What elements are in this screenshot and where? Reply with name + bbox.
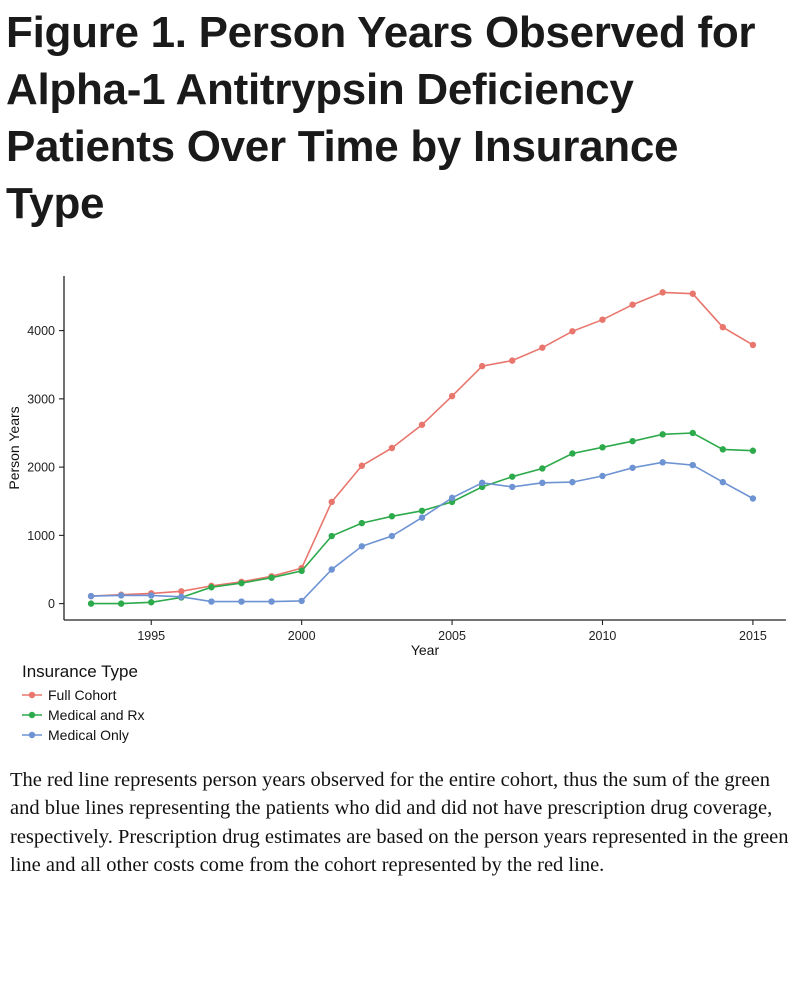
y-tick-label: 4000 bbox=[27, 324, 55, 338]
x-axis-title: Year bbox=[411, 642, 440, 658]
data-point-medical-only bbox=[358, 543, 366, 550]
legend-title: Insurance Type bbox=[22, 662, 138, 681]
series-line-full-cohort bbox=[91, 291, 754, 597]
data-point-medical-and-rx bbox=[418, 507, 426, 514]
x-tick-label: 2000 bbox=[288, 629, 316, 643]
line-chart: 0 1000 2000 3000 4000 1995 2000 2005 2010 2015 Pe… bbox=[6, 276, 786, 658]
legend-label-full-cohort: Full Cohort bbox=[48, 687, 117, 703]
data-point-medical-only bbox=[599, 472, 606, 480]
data-point-full-cohort bbox=[448, 392, 456, 400]
series-medical-only bbox=[87, 459, 757, 605]
data-point-full-cohort bbox=[358, 462, 366, 469]
data-point-medical-and-rx bbox=[87, 600, 95, 607]
y-tick-label: 1000 bbox=[27, 529, 55, 543]
data-point-medical-only bbox=[87, 592, 95, 600]
data-point-full-cohort bbox=[599, 316, 606, 323]
data-point-full-cohort bbox=[509, 357, 516, 364]
data-point-medical-only bbox=[448, 494, 456, 502]
data-point-medical-and-rx bbox=[148, 599, 155, 606]
legend-item-full-cohort: Full Cohort bbox=[22, 685, 145, 705]
data-point-full-cohort bbox=[569, 328, 576, 335]
data-point-full-cohort bbox=[689, 290, 696, 297]
data-point-full-cohort bbox=[539, 344, 546, 351]
legend-key-medical-and-rx bbox=[22, 711, 42, 719]
data-point-medical-only bbox=[208, 598, 215, 605]
data-point-medical-and-rx bbox=[238, 579, 245, 587]
legend-label-medical-only: Medical Only bbox=[48, 727, 129, 743]
data-point-full-cohort bbox=[478, 362, 486, 370]
data-point-medical-only bbox=[148, 592, 155, 599]
data-point-medical-and-rx bbox=[509, 473, 516, 480]
data-point-full-cohort bbox=[749, 341, 757, 349]
legend-label-medical-and-rx: Medical and Rx bbox=[48, 707, 145, 723]
data-point-full-cohort bbox=[178, 588, 185, 595]
data-point-medical-only bbox=[388, 532, 396, 540]
y-tick-label: 2000 bbox=[27, 461, 55, 475]
legend-key-medical-only bbox=[22, 731, 42, 739]
data-point-full-cohort bbox=[659, 289, 666, 296]
data-point-medical-only bbox=[719, 478, 727, 486]
data-point-medical-only bbox=[569, 478, 576, 486]
figure-caption: The red line represents person years obs… bbox=[10, 769, 789, 876]
data-point-full-cohort bbox=[719, 323, 727, 331]
data-point-medical-and-rx bbox=[599, 444, 606, 451]
data-point-medical-only bbox=[268, 598, 275, 605]
data-point-medical-and-rx bbox=[689, 429, 696, 437]
series-full-cohort bbox=[87, 289, 757, 600]
figure-title: Figure 1. Person Years Observed for Alph… bbox=[6, 8, 756, 228]
data-point-medical-and-rx bbox=[358, 519, 366, 527]
data-point-medical-and-rx bbox=[749, 447, 757, 454]
data-point-medical-only bbox=[509, 483, 516, 491]
data-point-medical-only bbox=[629, 464, 636, 471]
data-point-medical-and-rx bbox=[117, 600, 125, 607]
data-point-medical-only bbox=[539, 479, 546, 487]
data-point-medical-and-rx bbox=[539, 465, 546, 472]
x-tick-label: 2005 bbox=[438, 629, 466, 643]
data-point-medical-only bbox=[178, 593, 185, 600]
data-point-medical-only bbox=[298, 597, 305, 605]
legend-key-full-cohort bbox=[22, 691, 42, 699]
data-point-full-cohort bbox=[388, 444, 396, 452]
chart-axes: 0 1000 2000 3000 4000 1995 2000 2005 2010 2015 bbox=[27, 276, 786, 643]
data-point-medical-and-rx bbox=[659, 431, 666, 438]
y-tick-label: 3000 bbox=[27, 392, 55, 406]
x-tick-label: 2015 bbox=[739, 629, 767, 643]
series-line-medical-only bbox=[91, 461, 754, 603]
data-point-medical-and-rx bbox=[208, 584, 215, 591]
legend-item-medical-and-rx: Medical and Rx bbox=[22, 705, 145, 725]
data-point-medical-only bbox=[749, 495, 757, 502]
data-point-full-cohort bbox=[629, 301, 636, 308]
data-point-medical-only bbox=[418, 514, 426, 521]
y-tick-label: 0 bbox=[48, 597, 55, 611]
legend-item-medical-only: Medical Only bbox=[22, 725, 145, 745]
data-point-medical-only bbox=[689, 461, 696, 469]
x-tick-label: 1995 bbox=[137, 629, 165, 643]
data-point-medical-and-rx bbox=[328, 532, 335, 540]
data-point-full-cohort bbox=[418, 421, 426, 428]
data-point-medical-and-rx bbox=[629, 437, 636, 445]
data-point-medical-only bbox=[238, 598, 245, 605]
data-point-medical-and-rx bbox=[298, 567, 305, 575]
data-point-medical-only bbox=[478, 479, 486, 487]
chart-series bbox=[87, 289, 757, 607]
data-point-medical-and-rx bbox=[569, 450, 576, 457]
data-point-medical-only bbox=[117, 592, 125, 599]
legend: Insurance Type Full Cohort Medical and R… bbox=[22, 662, 145, 745]
data-point-medical-and-rx bbox=[719, 446, 727, 453]
data-point-medical-and-rx bbox=[268, 574, 275, 581]
y-axis-title: Person Years bbox=[6, 406, 22, 489]
x-tick-label: 2010 bbox=[589, 629, 617, 643]
data-point-medical-only bbox=[659, 459, 666, 466]
data-point-full-cohort bbox=[328, 498, 335, 506]
data-point-medical-and-rx bbox=[388, 513, 396, 520]
data-point-medical-only bbox=[328, 566, 335, 573]
